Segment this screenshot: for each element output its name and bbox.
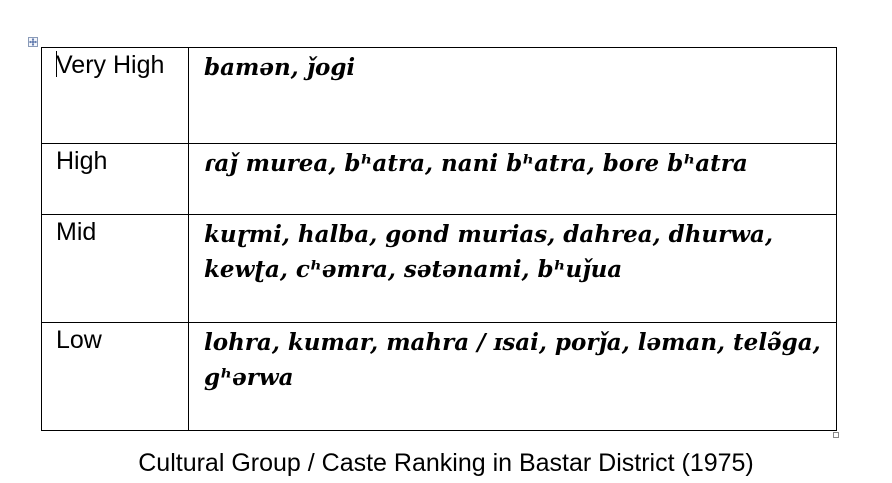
table-row: Mid kuɽmi, halba, gond murias, dahrea, d… <box>41 214 837 323</box>
caste-ranking-table: Very High bamən, ǰogi High ɾaǰ murea, bʰ… <box>41 47 837 431</box>
table-caption: Cultural Group / Caste Ranking in Bastar… <box>138 449 754 477</box>
groups-cell-high[interactable]: ɾaǰ murea, bʰatra, nani bʰatra, boɾe bʰa… <box>188 143 837 215</box>
table-row: Very High bamən, ǰogi <box>41 47 837 144</box>
rank-cell-mid[interactable]: Mid <box>41 214 189 323</box>
table-resize-handle-icon[interactable] <box>833 432 839 438</box>
groups-cell-very-high[interactable]: bamən, ǰogi <box>188 47 837 144</box>
rank-cell-high[interactable]: High <box>41 143 189 215</box>
rank-cell-low[interactable]: Low <box>41 322 189 431</box>
table-row: High ɾaǰ murea, bʰatra, nani bʰatra, boɾ… <box>41 143 837 215</box>
table-row: Low lohra, kumar, mahra / ɪsai, porǰa, l… <box>41 322 837 431</box>
table-move-handle-icon[interactable] <box>28 37 38 47</box>
groups-cell-low[interactable]: lohra, kumar, mahra / ɪsai, porǰa, ləman… <box>188 322 837 431</box>
groups-cell-mid[interactable]: kuɽmi, halba, gond murias, dahrea, dhurw… <box>188 214 837 323</box>
text-cursor <box>56 51 57 77</box>
rank-cell-very-high[interactable]: Very High <box>41 47 189 144</box>
